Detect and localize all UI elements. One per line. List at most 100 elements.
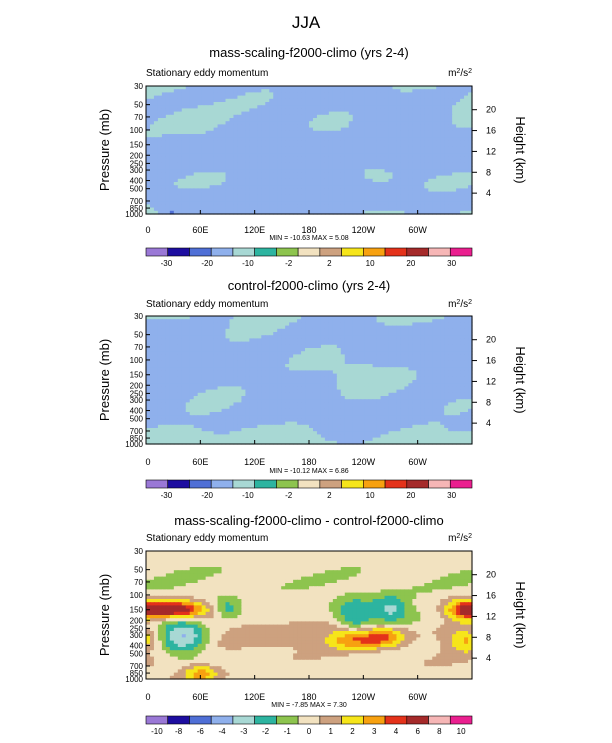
field-cell [468,172,473,177]
field-cell [293,185,298,189]
field-cell [420,325,425,330]
field-cell [301,127,306,132]
field-cell [420,332,425,336]
field-cell [400,191,406,196]
field-cell [468,105,473,109]
field-cell [285,188,290,193]
field-cell [257,341,262,346]
field-cell [157,373,163,378]
field-cell [336,146,342,151]
field-cell [384,360,390,365]
field-cell [360,204,366,209]
field-cell [444,198,449,202]
field-cell [312,341,318,346]
field-cell [181,166,187,170]
field-cell [332,182,338,186]
field-cell [376,98,382,103]
field-cell [444,172,449,177]
field-cell [157,146,163,151]
field-cell [360,373,366,378]
field-cell [265,169,270,173]
field-cell [285,124,290,129]
field-cell [289,86,294,90]
field-cell [348,92,354,97]
field-cell [309,332,314,336]
field-cell [149,89,155,93]
field-cell [448,130,453,135]
field-cell [209,210,215,215]
field-cell [416,143,421,148]
field-cell [146,89,151,93]
field-cell [312,89,318,93]
field-cell [197,367,203,371]
field-cell [233,89,239,93]
field-cell [384,201,390,205]
field-cell [301,108,306,113]
field-cell [177,169,183,173]
field-cell [320,140,326,145]
field-cell [229,328,235,333]
field-cell [257,201,262,205]
field-cell [177,188,183,193]
field-cell [177,86,183,90]
field-cell [432,86,437,90]
field-cell [428,146,433,151]
field-cell [153,376,159,381]
field-cell [408,376,413,381]
field-cell [221,332,227,336]
field-cell [185,172,191,177]
field-cell [408,134,413,138]
field-cell [312,98,318,103]
field-cell [189,319,195,323]
field-cell [456,178,461,183]
field-cell [193,376,199,381]
field-cell [364,354,370,359]
field-cell [320,191,326,196]
field-cell [249,319,254,323]
field-cell [161,191,167,196]
field-cell [388,344,394,349]
field-cell [364,194,370,199]
field-cell [320,344,326,349]
field-cell [281,114,286,119]
field-cell [173,325,179,330]
field-cell [428,194,433,199]
field-cell [388,121,394,125]
field-cell [269,201,274,205]
field-cell [241,130,246,135]
field-cell [396,92,402,97]
field-cell [293,370,298,375]
field-cell [293,188,298,193]
field-cell [420,210,425,215]
field-cell [412,175,417,180]
field-cell [265,328,270,333]
field-cell [181,137,187,141]
field-cell [289,322,294,327]
field-cell [193,162,199,167]
field-cell [312,319,318,323]
field-cell [380,124,386,129]
field-cell [336,332,342,336]
field-cell [161,105,167,109]
field-cell [297,98,302,103]
field-cell [444,194,449,199]
field-cell [241,191,246,196]
field-cell [348,325,354,330]
field-cell [197,354,203,359]
field-cell [424,169,429,173]
field-cell [209,344,215,349]
field-cell [205,175,211,180]
field-cell [281,185,286,189]
field-cell [448,178,453,183]
field-cell [213,373,219,378]
field-cell [165,121,171,125]
field-cell [388,111,394,116]
field-cell [221,351,227,355]
field-cell [416,89,421,93]
field-cell [193,153,199,157]
field-cell [416,146,421,151]
field-cell [316,130,322,135]
field-cell [324,357,330,362]
field-cell [392,102,398,106]
field-cell [376,351,382,355]
